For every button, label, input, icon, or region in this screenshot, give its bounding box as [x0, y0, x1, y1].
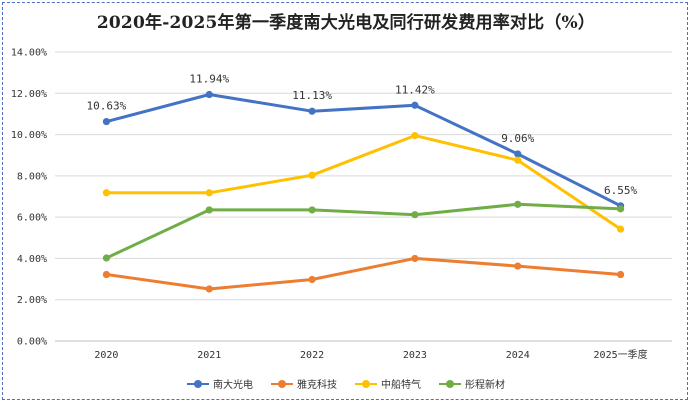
legend-label: 彤程新材: [465, 380, 505, 391]
legend-label: 雅克科技: [297, 380, 337, 391]
chart-frame: [2, 2, 688, 400]
series-line: [104, 256, 623, 291]
legend-swatch: [271, 379, 293, 389]
legend-label: 中船特气: [381, 380, 421, 391]
legend-item: 彤程新材: [439, 376, 505, 391]
data-point: [308, 107, 316, 115]
data-point: [616, 205, 625, 213]
data-label: 10.63%: [87, 100, 127, 113]
legend-label: 南大光电: [213, 380, 253, 391]
legend-item: 雅克科技: [271, 376, 337, 391]
data-point: [205, 285, 213, 293]
series-lines: [102, 90, 625, 293]
data-label: 11.94%: [189, 73, 229, 86]
x-tick-label: 2020: [94, 350, 118, 361]
data-point: [616, 225, 625, 233]
series-line: [104, 202, 623, 260]
y-tick-label: 14.00%: [11, 48, 47, 59]
x-tick-label: 2024: [506, 350, 530, 361]
series-4: [102, 200, 625, 262]
x-axis-ticks: 2020 2021 2022 2023 2024 2025一季度: [94, 348, 647, 361]
y-tick-label: 10.00%: [11, 130, 47, 141]
data-point: [308, 206, 316, 214]
y-axis-ticks: 0.00% 2.00% 4.00% 6.00% 8.00% 10.00% 12.00% 14.…: [11, 48, 47, 348]
data-point: [411, 132, 419, 140]
x-tick-label: 2022: [300, 350, 324, 361]
data-label: 11.42%: [395, 83, 435, 96]
data-point: [514, 200, 522, 208]
y-tick-label: 0.00%: [17, 337, 47, 348]
y-tick-label: 4.00%: [17, 254, 47, 265]
y-tick-label: 2.00%: [17, 295, 47, 306]
legend-item: 南大光电: [187, 376, 253, 391]
y-tick-label: 8.00%: [17, 171, 47, 182]
series-2: [102, 254, 625, 293]
data-point: [102, 270, 111, 279]
data-point: [514, 150, 522, 158]
data-point: [308, 275, 316, 284]
legend-swatch: [439, 379, 461, 389]
data-point: [102, 117, 111, 126]
data-point: [411, 101, 419, 109]
y-tick-label: 12.00%: [11, 89, 47, 100]
data-point: [205, 90, 213, 99]
data-point: [411, 211, 419, 219]
series-line: [104, 93, 623, 208]
x-tick-label: 2023: [403, 350, 427, 361]
gridlines: [55, 51, 672, 342]
y-tick-label: 6.00%: [17, 213, 47, 224]
data-point: [514, 156, 522, 164]
data-point: [205, 189, 213, 197]
data-point: [411, 254, 419, 263]
data-labels: 10.63% 11.94% 11.13% 11.42% 9.06% 6.55%: [87, 73, 638, 197]
data-point: [616, 270, 625, 279]
data-point: [308, 171, 316, 179]
data-point: [205, 206, 213, 214]
legend-swatch: [187, 379, 209, 389]
x-tick-label: 2025一季度: [594, 348, 648, 361]
series-3: [102, 132, 625, 233]
data-point: [514, 262, 522, 270]
data-label: 9.06%: [501, 132, 534, 145]
chart-title: 2020年-2025年第一季度南大光电及同行研发费用率对比（%）: [96, 13, 596, 33]
legend: 南大光电 雅克科技 中船特气 彤程新材: [0, 376, 692, 391]
data-point: [102, 189, 111, 197]
data-label: 11.13%: [292, 89, 332, 102]
x-tick-label: 2021: [197, 350, 221, 361]
legend-swatch: [355, 379, 377, 389]
series-line: [104, 134, 623, 231]
legend-item: 中船特气: [355, 376, 421, 391]
data-point: [102, 254, 111, 262]
data-label: 6.55%: [604, 184, 637, 197]
